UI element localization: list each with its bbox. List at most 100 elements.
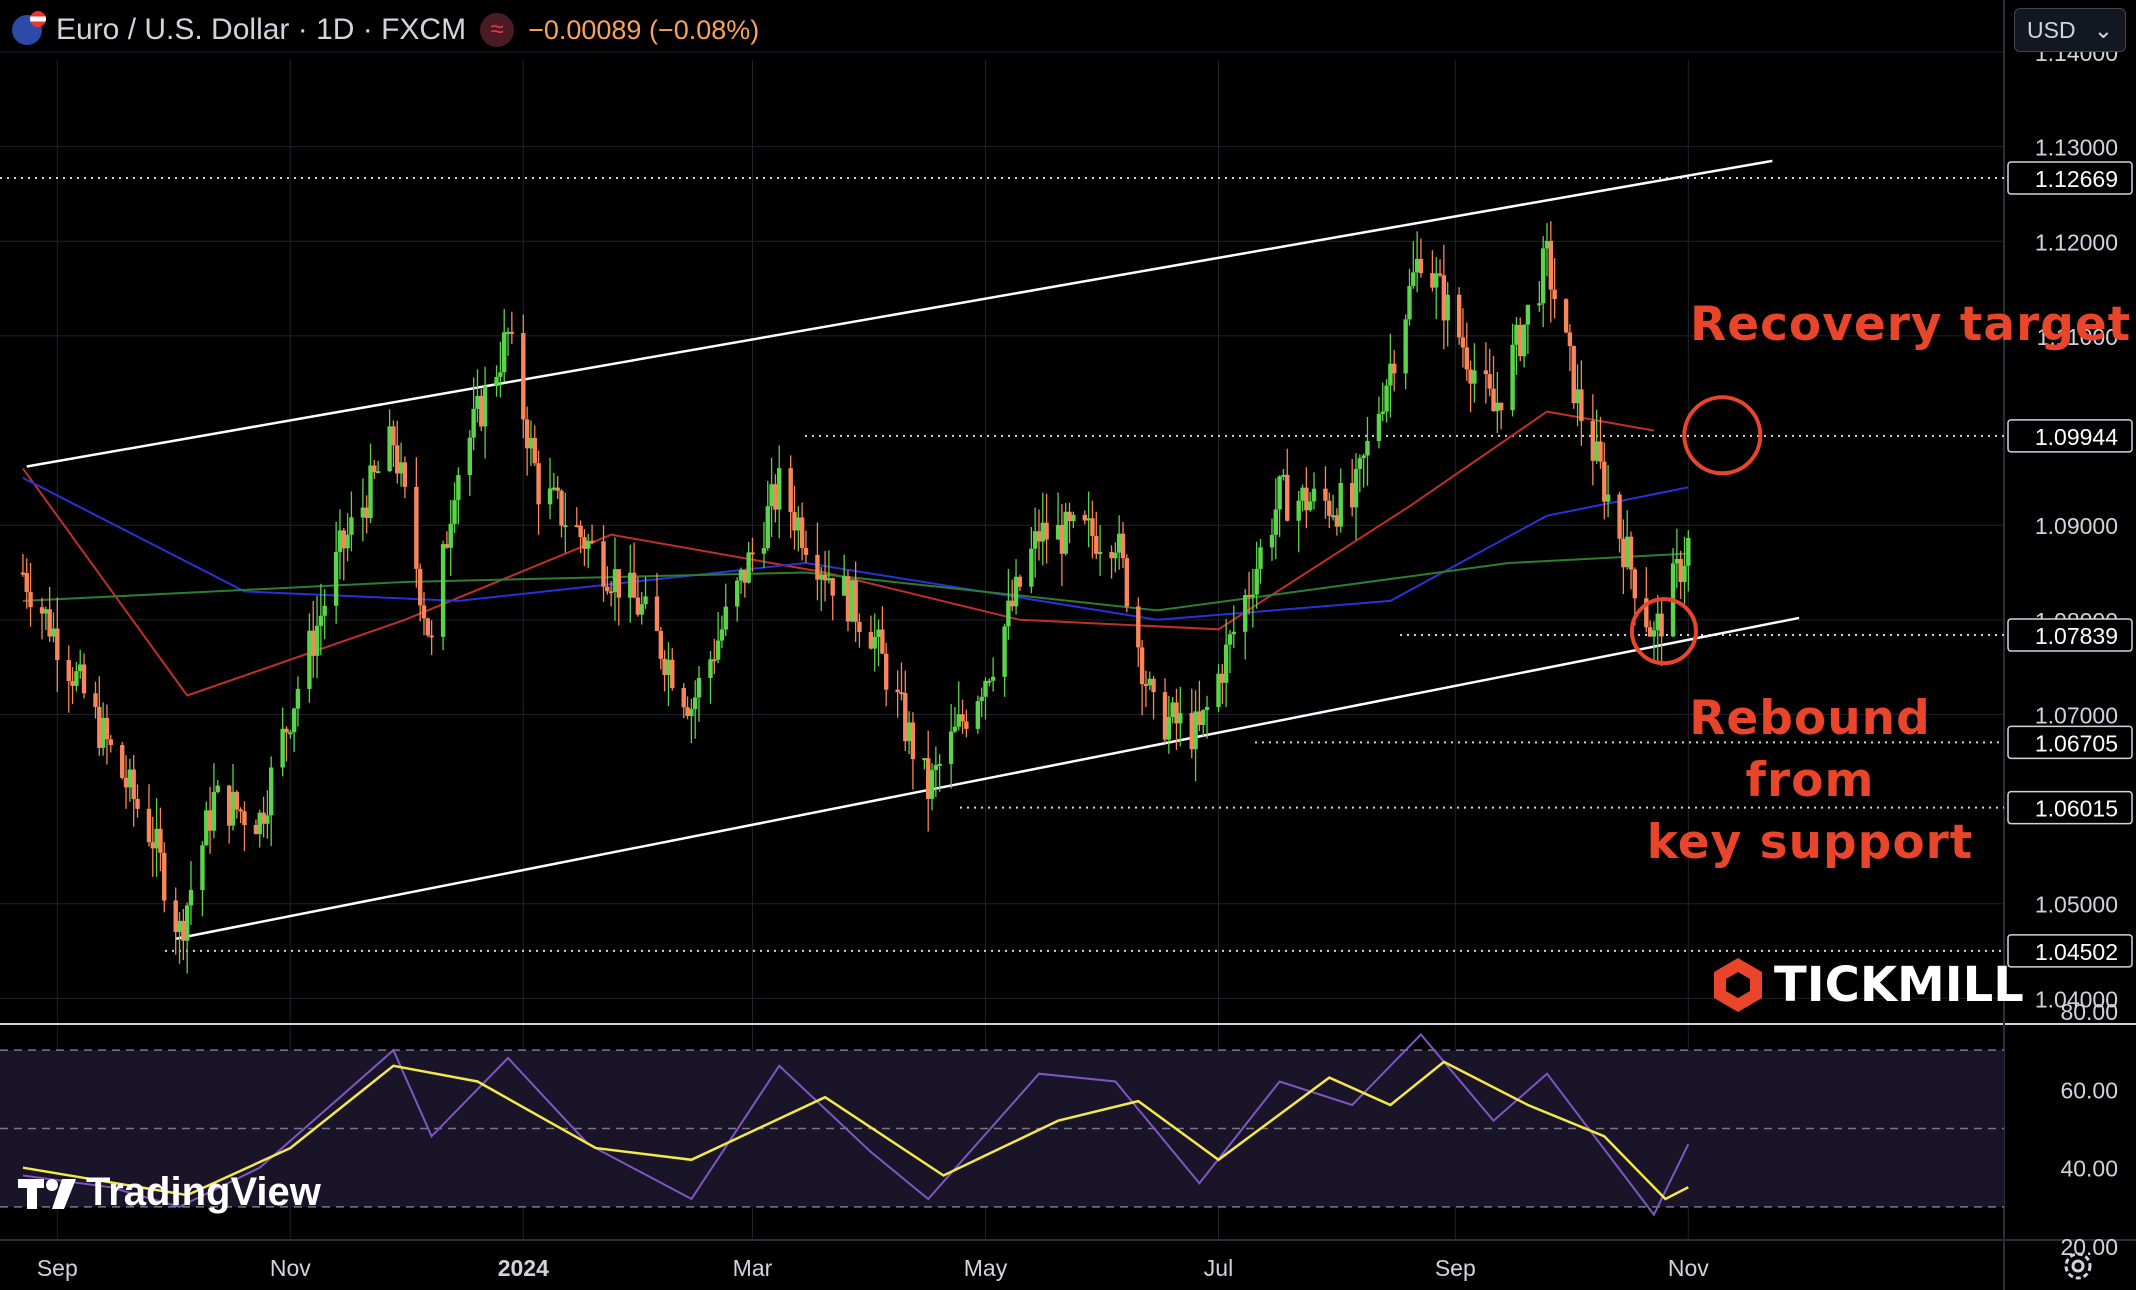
- candle-body: [1040, 522, 1045, 542]
- time-tick-label: Sep: [1435, 1255, 1476, 1281]
- candle-body: [1460, 337, 1466, 348]
- candle-body: [547, 488, 553, 505]
- candle-body: [639, 604, 644, 615]
- candle-body: [1384, 385, 1389, 412]
- candle-body: [555, 487, 560, 491]
- candle-body: [261, 812, 266, 824]
- candle-body: [337, 530, 343, 553]
- moving-average-line: [22, 552, 1689, 612]
- candle-body: [872, 636, 877, 649]
- candle-body: [448, 523, 453, 548]
- candle-body: [616, 569, 621, 598]
- currency-select[interactable]: USD ⌄: [2014, 8, 2126, 52]
- candle-body: [368, 465, 373, 519]
- candle-body: [1246, 595, 1252, 598]
- candle-body: [154, 828, 159, 849]
- candle-body: [803, 547, 809, 555]
- candle-body: [792, 512, 797, 531]
- candle-body: [1193, 711, 1198, 750]
- candle-body: [127, 769, 133, 788]
- candle-body: [1537, 303, 1542, 306]
- candle-body: [631, 572, 637, 598]
- candle-body: [1621, 538, 1626, 568]
- candle-body: [1231, 631, 1236, 635]
- candle-body: [528, 437, 534, 449]
- candle-body: [628, 572, 633, 598]
- chart-header: Euro / U.S. Dollar · 1D · FXCM ≈ −0.0008…: [12, 8, 759, 52]
- candle-body: [20, 572, 26, 575]
- candle-body: [1464, 347, 1469, 370]
- candle-body: [1441, 275, 1447, 321]
- candle-body: [1563, 299, 1569, 333]
- candle-body: [1174, 702, 1179, 724]
- price-label: 1.07839: [2035, 623, 2118, 649]
- candle-body: [471, 408, 476, 438]
- candle-body: [849, 580, 855, 622]
- price-change: −0.00089 (−0.08%): [528, 14, 760, 45]
- candle-body: [987, 680, 992, 683]
- candle-body: [1411, 272, 1416, 286]
- candle-body: [895, 689, 900, 693]
- candle-body: [1388, 363, 1393, 386]
- rsi-series-line: [22, 1060, 1689, 1201]
- candle-body: [226, 785, 232, 826]
- candle-body: [853, 580, 858, 622]
- candle-body: [983, 680, 988, 697]
- candle-body: [425, 618, 431, 636]
- candle-body: [1544, 240, 1550, 249]
- candle-body: [761, 548, 767, 554]
- candle-body: [1204, 707, 1210, 711]
- candle-body: [742, 569, 748, 583]
- channel-line: [26, 159, 1773, 468]
- candle-body: [1273, 509, 1278, 535]
- candle-body: [1029, 548, 1034, 587]
- candle-body: [773, 484, 778, 510]
- candle-body: [1525, 305, 1531, 325]
- candle-body: [1109, 551, 1114, 559]
- tickmill-logo-icon: [1714, 958, 1762, 1012]
- candle-body: [230, 791, 236, 826]
- candle-body: [799, 517, 805, 548]
- recovery-target-label: Recovery target: [1690, 297, 2132, 352]
- candle-body: [375, 471, 381, 474]
- candle-body: [215, 785, 220, 793]
- candle-body: [146, 808, 152, 843]
- candle-body: [608, 591, 614, 594]
- candle-body: [498, 372, 503, 377]
- candle-body: [796, 517, 801, 531]
- symbol-title[interactable]: Euro / U.S. Dollar · 1D · FXCM: [56, 13, 467, 46]
- candle-body: [372, 465, 377, 473]
- candle-body: [1579, 389, 1584, 422]
- gear-icon[interactable]: [2060, 1248, 2096, 1284]
- candle-body: [925, 758, 931, 799]
- candle-body: [826, 578, 832, 581]
- candle-body: [841, 576, 847, 596]
- candle-body: [880, 629, 885, 654]
- candle-body: [311, 630, 316, 656]
- candle-body: [391, 426, 396, 446]
- candle-body: [883, 653, 889, 690]
- candle-body: [360, 507, 366, 518]
- candle-body: [414, 486, 419, 569]
- candle-body: [318, 615, 324, 626]
- candle-body: [1632, 569, 1638, 599]
- candle-body: [1686, 537, 1691, 566]
- candle-body: [1143, 684, 1149, 687]
- candle-body: [1059, 524, 1065, 554]
- price-label-box: [2007, 419, 2133, 453]
- candle-body: [1013, 576, 1019, 607]
- candle-body: [1349, 482, 1355, 508]
- candle-body: [1376, 414, 1382, 441]
- indicator-icon[interactable]: ≈: [480, 13, 515, 47]
- candle-body: [937, 763, 942, 766]
- candle-body: [204, 810, 209, 846]
- candle-body: [502, 332, 507, 373]
- candle-body: [868, 632, 874, 649]
- candle-body: [402, 462, 408, 487]
- price-tick-label: 1.12000: [2035, 229, 2118, 255]
- candle-body: [979, 696, 984, 702]
- tradingview-logo[interactable]: TradingView: [18, 1170, 321, 1215]
- candle-body: [104, 717, 110, 740]
- candle-body: [1456, 294, 1462, 338]
